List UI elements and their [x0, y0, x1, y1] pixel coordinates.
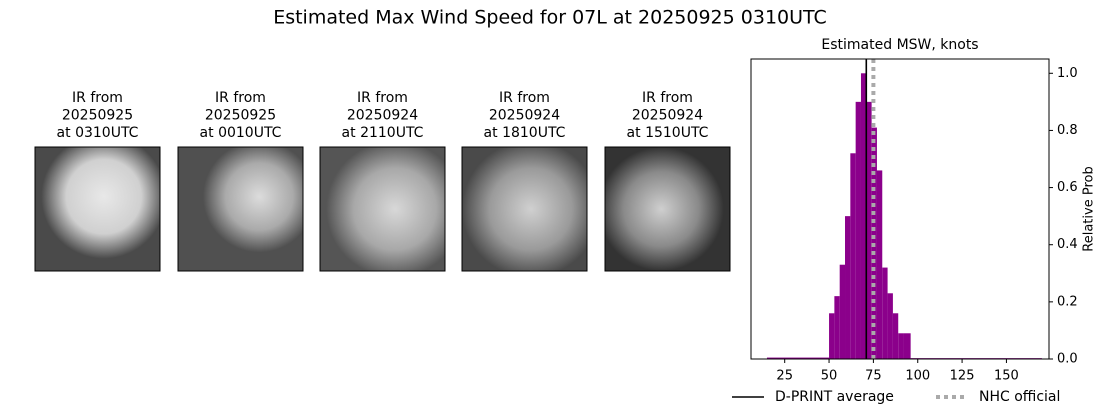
panel-label: at 1510UTC	[627, 125, 709, 141]
panel-label: 20250925	[205, 108, 276, 124]
histogram-bar	[892, 313, 899, 359]
panel-label: at 0010UTC	[200, 125, 282, 141]
panel-label: at 1810UTC	[484, 125, 566, 141]
histogram-bar	[887, 293, 893, 359]
chart-title: Estimated MSW, knots	[821, 37, 978, 53]
panel-label: IR from	[72, 90, 123, 106]
ir-image	[34, 146, 161, 272]
x-tick-label: 100	[905, 369, 930, 384]
x-tick-label: 75	[865, 369, 882, 384]
y-tick-label: 0.4	[1057, 237, 1078, 252]
y-tick-label: 0.8	[1057, 123, 1078, 138]
histogram-bar	[834, 296, 840, 359]
legend-label: NHC official	[979, 389, 1060, 405]
ir-image	[319, 146, 446, 272]
x-tick-label: 25	[776, 369, 793, 384]
ir-image	[177, 146, 304, 272]
panel-label: at 2110UTC	[342, 125, 424, 141]
legend-label: D-PRINT average	[775, 389, 894, 405]
histogram-bar	[860, 73, 867, 360]
y-tick-label: 0.0	[1057, 352, 1078, 367]
y-axis-label: Relative Prob	[1082, 166, 1097, 251]
histogram-bar	[866, 101, 872, 359]
panel-label: at 0310UTC	[57, 125, 139, 141]
panel-label: 20250925	[62, 108, 133, 124]
ir-images	[34, 146, 731, 272]
panel-label: 20250924	[632, 108, 703, 124]
histogram-bar	[855, 101, 861, 359]
ir-image	[604, 146, 731, 272]
panel-label: IR from	[215, 90, 266, 106]
histogram-bar	[850, 153, 856, 359]
x-tick-label: 125	[950, 369, 975, 384]
histogram-bar	[898, 333, 904, 359]
histogram-bar	[839, 264, 846, 359]
panel-label: IR from	[357, 90, 408, 106]
y-tick-label: 0.2	[1057, 294, 1078, 309]
x-tick-label: 50	[821, 369, 838, 384]
ir-image	[461, 146, 588, 272]
histogram-bar	[903, 333, 911, 359]
y-tick-label: 0.6	[1057, 180, 1078, 195]
x-tick-label: 150	[994, 369, 1019, 384]
page-title: Estimated Max Wind Speed for 07L at 2025…	[273, 7, 827, 29]
y-tick-label: 1.0	[1057, 66, 1078, 81]
histogram-bar	[882, 267, 888, 359]
histogram-bar	[766, 357, 830, 359]
histogram-bar	[876, 170, 883, 359]
panel-label: IR from	[499, 90, 550, 106]
histogram-bar	[845, 216, 851, 359]
panel-label: IR from	[642, 90, 693, 106]
panel-label: 20250924	[489, 108, 560, 124]
histogram-bar	[829, 313, 835, 359]
plot-frame	[750, 58, 1050, 360]
panel-label: 20250924	[347, 108, 418, 124]
